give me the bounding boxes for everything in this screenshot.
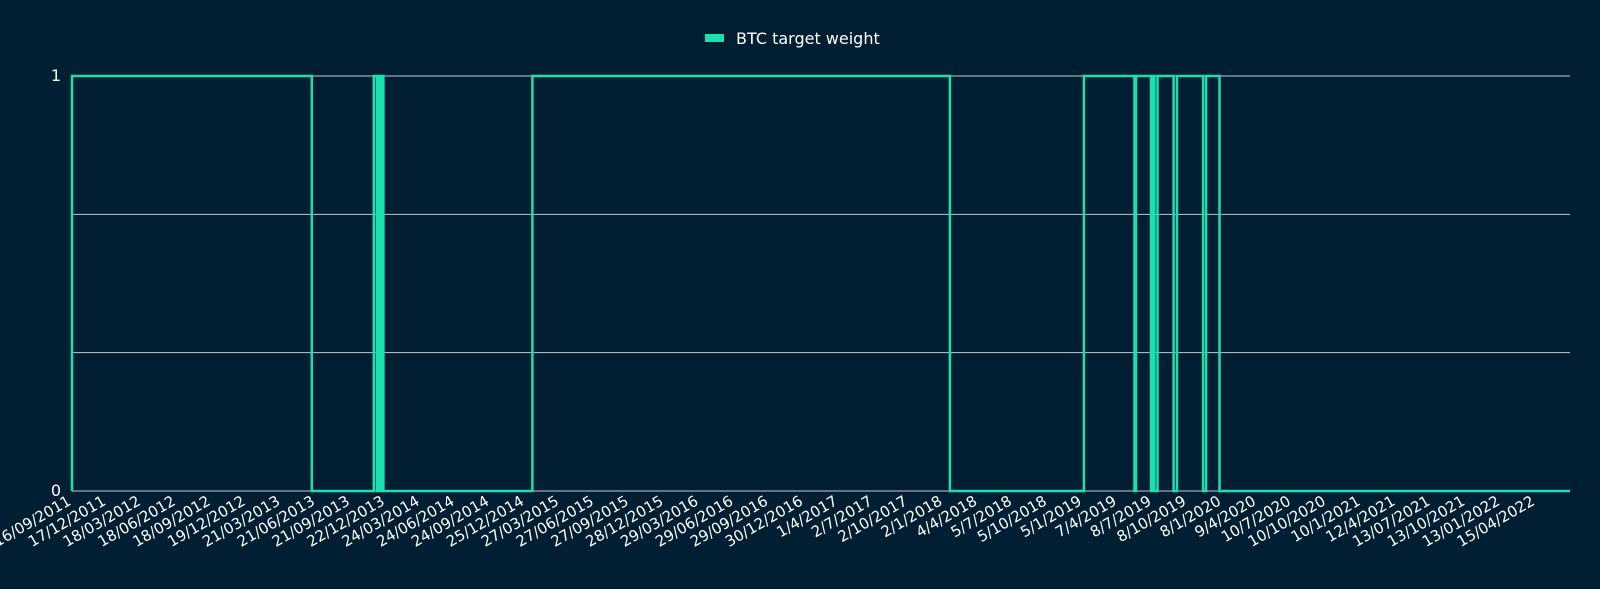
- y-tick-label-1: 0: [51, 481, 61, 500]
- y-axis: 10: [51, 66, 61, 500]
- legend[interactable]: BTC target weight: [705, 29, 880, 48]
- legend-swatch: [705, 34, 724, 42]
- series-layer: [70, 74, 1570, 493]
- y-tick-label-0: 1: [51, 66, 61, 85]
- legend-label: BTC target weight: [736, 29, 880, 48]
- series-line-btc-target-weight: [70, 74, 1570, 493]
- grid-layer: [72, 75, 1570, 492]
- x-axis: 16/09/201117/12/201118/03/201218/06/2012…: [0, 492, 1538, 551]
